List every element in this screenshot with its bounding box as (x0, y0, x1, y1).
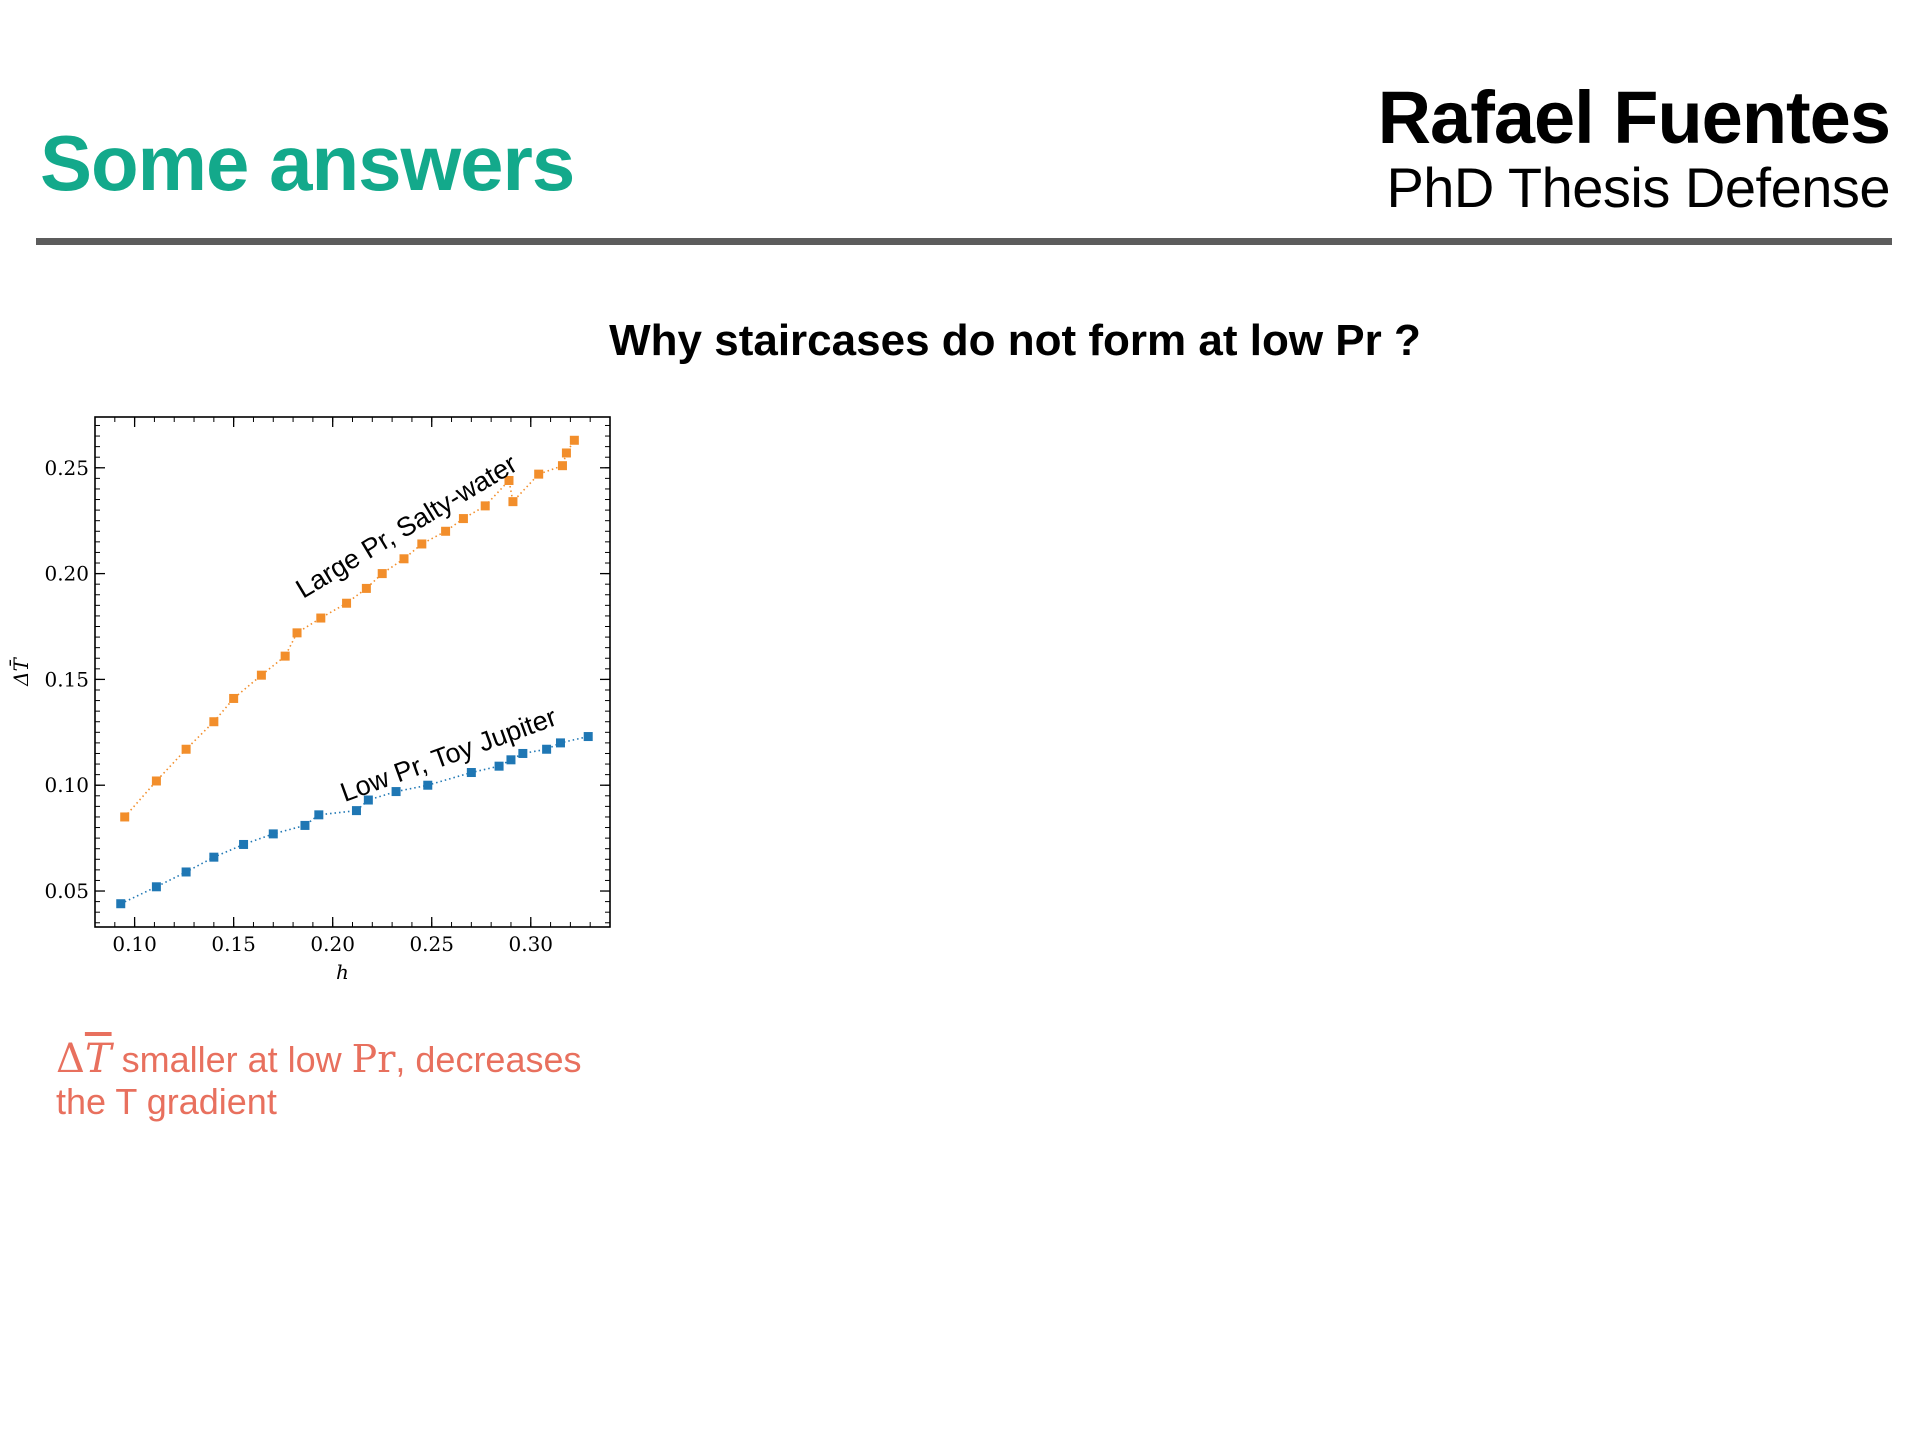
chart-frame (94, 416, 611, 928)
series-label-large-pr: Large Pr, Salty-water (291, 449, 523, 605)
data-point-series-1 (494, 761, 504, 771)
slide-question: Why staircases do not form at low Pr ? (609, 316, 1421, 365)
data-point-series-0 (120, 812, 130, 822)
data-point-series-1 (542, 744, 552, 754)
caption-delta-symbol: Δ (56, 1036, 85, 1082)
data-point-series-0 (417, 539, 427, 549)
author-name: Rafael Fuentes (1377, 76, 1891, 159)
data-point-series-0 (256, 670, 266, 680)
x-tick-label: 0.25 (409, 932, 454, 956)
data-point-series-1 (181, 867, 191, 877)
data-point-series-1 (466, 768, 476, 778)
caption-t-bar: T (84, 1036, 112, 1082)
x-axis-label: h (336, 960, 349, 984)
x-tick-label: 0.15 (211, 932, 256, 956)
data-point-series-1 (209, 852, 219, 862)
y-tick-label: 0.20 (44, 562, 89, 586)
slide-title: Some answers (40, 119, 575, 207)
caption-line2: the T gradient (56, 1081, 277, 1122)
data-point-series-0 (399, 554, 409, 564)
data-point-series-0 (361, 583, 371, 593)
data-point-series-0 (181, 744, 191, 754)
data-point-series-0 (292, 628, 302, 638)
data-point-series-0 (316, 613, 326, 623)
data-point-series-1 (268, 829, 278, 839)
data-point-series-0 (377, 569, 387, 579)
data-point-series-1 (555, 738, 565, 748)
header-divider (36, 238, 1892, 245)
y-tick-label: 0.15 (44, 667, 89, 691)
caption-pr: Pr (351, 1037, 396, 1081)
data-point-series-1 (583, 732, 593, 742)
data-point-series-0 (458, 514, 468, 524)
data-point-series-0 (480, 501, 490, 511)
data-point-series-0 (561, 448, 571, 458)
data-point-series-0 (569, 435, 579, 445)
data-point-series-1 (239, 839, 249, 849)
data-point-series-1 (363, 795, 373, 805)
x-tick-label: 0.10 (112, 932, 157, 956)
series-line-1 (120, 735, 589, 905)
caption-line1-end: , decreases (395, 1039, 582, 1080)
data-point-series-1 (116, 899, 126, 909)
data-point-series-1 (423, 780, 433, 790)
data-point-series-0 (557, 461, 567, 471)
plot-border (94, 416, 611, 928)
presentation-subtitle: PhD Thesis Defense (1386, 156, 1890, 219)
data-point-series-0 (534, 469, 544, 479)
conclusion-caption: ΔT smaller at low Pr, decreases the T gr… (56, 1038, 656, 1123)
data-point-series-1 (300, 820, 310, 830)
y-tick-label: 0.05 (44, 879, 89, 903)
data-point-series-0 (342, 598, 352, 608)
x-tick-label: 0.30 (509, 932, 554, 956)
data-point-series-1 (314, 810, 324, 820)
author-block: Rafael Fuentes PhD Thesis Defense (1377, 76, 1891, 219)
data-point-series-0 (504, 475, 514, 485)
caption-line1-rest: smaller at low (111, 1039, 352, 1080)
y-axis-label: ΔT̄ (8, 656, 33, 686)
delta-t-vs-h-chart: 0.10 0.15 0.20 0.25 0.30 0.05 0.10 0.15 0.20 0.25… (8, 416, 611, 984)
data-point-series-0 (280, 651, 290, 661)
series-line-0 (124, 439, 576, 818)
data-point-series-1 (151, 882, 161, 892)
chart-container: 0.10 0.15 0.20 0.25 0.30 0.05 0.10 0.15 0.20 0.25… (0, 400, 640, 1000)
data-point-series-1 (518, 748, 528, 758)
data-point-series-1 (391, 787, 401, 797)
chart-ticks: 0.10 0.15 0.20 0.25 0.30 0.05 0.10 0.15 0.20 0.25 (44, 417, 611, 956)
data-point-series-0 (209, 717, 219, 727)
data-point-series-0 (508, 497, 518, 507)
data-point-series-0 (151, 776, 161, 786)
chart-series (116, 435, 593, 909)
data-point-series-1 (351, 806, 361, 816)
y-tick-label: 0.25 (44, 456, 89, 480)
data-point-series-1 (506, 755, 516, 765)
data-point-series-0 (229, 693, 239, 703)
data-point-series-0 (441, 526, 451, 536)
x-tick-label: 0.20 (310, 932, 355, 956)
y-tick-label: 0.10 (44, 773, 89, 797)
